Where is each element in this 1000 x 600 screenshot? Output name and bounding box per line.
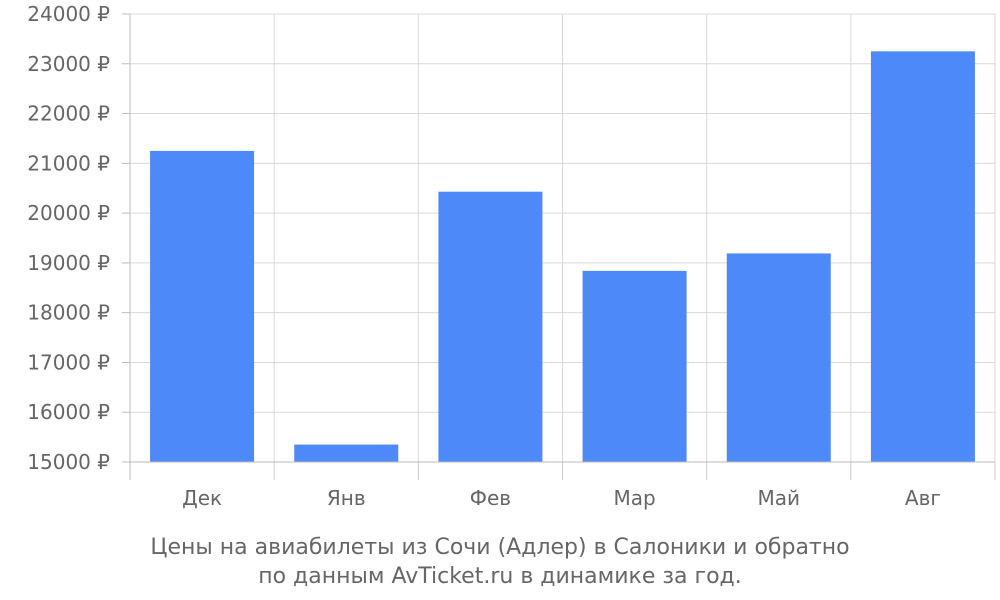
x-tick-label: Янв <box>327 486 366 510</box>
y-tick-label: 20000 ₽ <box>27 201 110 225</box>
x-tick-label: Май <box>757 486 800 510</box>
bar-1 <box>150 150 255 462</box>
y-tick-label: 15000 ₽ <box>27 450 110 474</box>
grid <box>130 13 996 463</box>
y-tick-labels: 15000 ₽ 16000 ₽ 17000 ₽ 18000 ₽ 19000 ₽ 20000… <box>27 2 110 474</box>
y-tick-label: 24000 ₽ <box>27 2 110 26</box>
y-tick-label: 17000 ₽ <box>27 350 110 374</box>
x-tick-label: Мар <box>613 486 655 510</box>
axes <box>122 13 996 480</box>
y-tick-label: 19000 ₽ <box>27 251 110 275</box>
x-tick-label: Дек <box>182 486 222 510</box>
bar-2 <box>294 444 399 462</box>
bar-5 <box>726 253 831 462</box>
bar-3 <box>438 191 543 462</box>
x-tick-label: Фев <box>470 486 511 510</box>
y-tick-label: 21000 ₽ <box>27 151 110 175</box>
bars <box>150 51 975 462</box>
y-tick-label: 23000 ₽ <box>27 52 110 76</box>
x-tick-labels: Дек Янв Фев Мар Май Авг <box>182 486 941 510</box>
y-tick-label: 18000 ₽ <box>27 301 110 325</box>
y-tick-label: 22000 ₽ <box>27 102 110 126</box>
y-tick-label: 16000 ₽ <box>27 400 110 424</box>
x-tick-label: Авг <box>905 486 941 510</box>
bar-4 <box>582 270 687 462</box>
chart-title: Цены на авиабилеты из Сочи (Адлер) в Сал… <box>150 535 850 560</box>
chart-subtitle: по данным AvTicket.ru в динамике за год. <box>258 564 742 589</box>
bar-6 <box>870 51 975 462</box>
